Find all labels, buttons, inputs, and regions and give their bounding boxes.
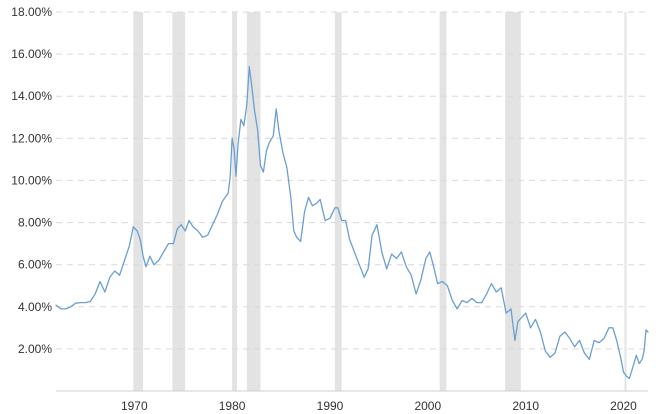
recession-band-1 <box>172 12 186 391</box>
y-tick-label: 10.00% <box>11 173 52 187</box>
x-tick-label: 1990 <box>317 399 344 413</box>
x-tick-label: 1970 <box>121 399 148 413</box>
recession-band-6 <box>505 12 521 391</box>
y-tick-labels: 2.00% 4.00% 6.00% 8.00% 10.00% 12.00% 14.00% 16… <box>11 5 52 356</box>
y-tick-label: 2.00% <box>18 342 52 356</box>
recession-band-4 <box>334 12 342 391</box>
series-line-0 <box>55 66 649 380</box>
y-tick-label: 14.00% <box>11 89 52 103</box>
recession-band-0 <box>133 12 144 391</box>
gridlines <box>56 11 648 350</box>
y-tick-label: 6.00% <box>18 258 52 272</box>
x-tick-labels: 1970 1980 1990 2000 2010 2020 <box>121 399 637 413</box>
x-tick-label: 1980 <box>219 399 246 413</box>
recession-bands <box>133 12 627 391</box>
y-tick-label: 16.00% <box>11 47 52 61</box>
y-tick-label: 18.00% <box>11 5 52 19</box>
x-tick-label: 2020 <box>610 399 637 413</box>
recession-band-3 <box>246 12 261 391</box>
recession-band-5 <box>439 12 447 391</box>
x-tick-label: 2000 <box>414 399 441 413</box>
y-tick-label: 8.00% <box>18 216 52 230</box>
recession-band-7 <box>624 12 627 391</box>
y-tick-label: 4.00% <box>18 300 52 314</box>
x-tick-label: 2010 <box>512 399 539 413</box>
y-tick-label: 12.00% <box>11 131 52 145</box>
recession-band-2 <box>232 12 237 391</box>
series-layer <box>55 66 649 380</box>
